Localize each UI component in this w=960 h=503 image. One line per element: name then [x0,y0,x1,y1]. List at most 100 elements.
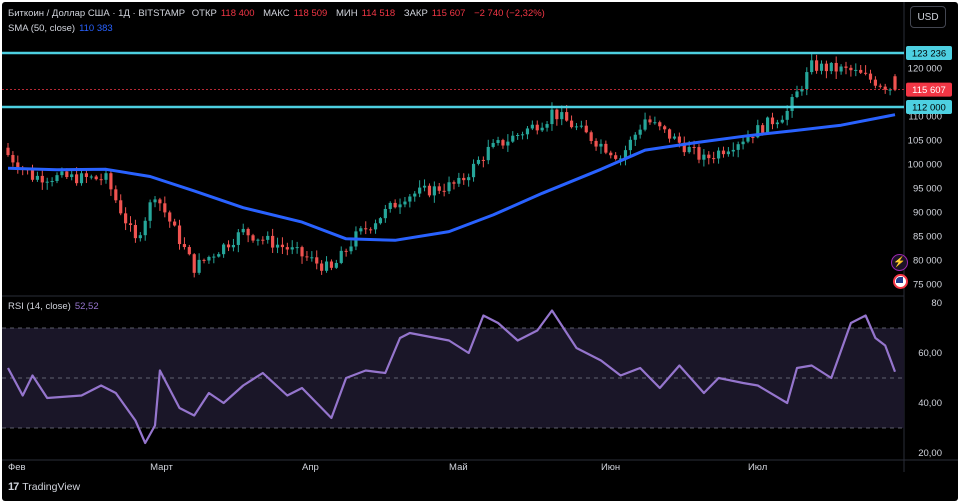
us-flag-icon[interactable] [893,274,908,289]
candle-body [501,140,505,146]
candle-body [530,124,534,129]
close-value: 115 607 [431,8,466,19]
candle-body [192,254,196,273]
candle-body [795,91,799,98]
candle-body [300,247,304,257]
candle-body [251,235,255,241]
candle-body [506,141,510,146]
candle-body [109,173,113,190]
candle-body [226,244,231,248]
sma-value: 110 383 [79,23,113,34]
rsi-tick-label: 40,00 [918,398,942,409]
candle-body [84,173,89,177]
candle-body [702,154,706,160]
candle-body [844,66,848,68]
candle-body [45,181,49,183]
candle-body [770,117,775,125]
symbol-name: Биткоин / Доллар США · 1Д · BITSTAMP [8,8,186,19]
candle-body [427,185,432,196]
candle-body [628,139,632,151]
candle-body [173,221,177,226]
candle-body [70,174,74,178]
candle-body [212,256,216,258]
time-tick-label: Фев [8,462,26,473]
candle-body [672,136,677,139]
candle-body [712,158,716,160]
candle-body [35,175,39,180]
low-value: 114 518 [361,8,396,19]
candle-body [329,261,334,268]
candle-body [305,256,309,258]
sma-line [7,113,896,242]
candle-body [599,143,603,147]
candle-body [373,223,378,230]
candle-body [663,126,667,130]
candle-body [197,259,201,273]
candle-body [594,140,598,147]
candle-body [50,181,54,183]
candle-body [339,250,343,263]
candle-body [560,112,564,120]
candle-body [202,259,206,261]
candle-body [94,176,98,180]
candle-body [177,225,182,245]
candle-body [163,203,167,213]
candle-body [182,244,187,248]
candle-body [471,163,476,178]
candle-body [310,257,314,259]
candle-body [834,62,838,72]
price-tick-label: 85 000 [913,231,942,242]
low-label: МИН [335,8,358,19]
candle-body [756,125,760,138]
level-tag-0 [906,46,952,61]
candle-body [261,239,265,241]
candle-body [574,126,579,128]
candle-body [864,72,868,74]
candle-body [839,66,843,72]
candle-body [888,89,892,91]
candle-body [604,143,608,153]
sma-legend[interactable]: SMA (50, close) 110 383 [8,23,113,34]
rsi-label: RSI (14, close) [8,301,71,312]
candle-body [525,128,530,135]
rsi-tick-label: 20,00 [918,448,942,459]
candle-body [65,171,69,178]
candle-body [496,140,500,143]
candle-body [30,170,35,180]
candle-body [692,147,696,149]
sma-label: SMA (50, close) [8,23,76,34]
candle-body [432,186,436,196]
candle-body [486,146,490,161]
candle-body [236,232,240,245]
candle-body [138,235,142,239]
bolt-icon[interactable]: ⚡ [891,254,908,271]
candle-body [187,247,191,255]
candle-body [623,150,628,159]
candle-body [359,228,363,232]
currency-button[interactable]: USD [910,6,946,28]
candle-body [653,122,657,124]
time-tick-label: Июн [601,462,620,473]
candle-body [16,162,20,169]
candle-body [462,177,466,181]
candle-body [143,220,147,236]
last-price-tag [906,82,952,97]
tradingview-logo[interactable]: 17 TradingView [8,481,80,493]
candle-body [550,109,554,125]
rsi-legend[interactable]: RSI (14, close) 52,52 [8,301,99,312]
candle-body [55,175,59,182]
candle-body [168,212,172,222]
level-tag-label: 123 236 [912,49,946,60]
candle-body [790,97,794,111]
candle-body [677,136,681,143]
candle-body [6,147,10,156]
candle-body [805,72,809,90]
candle-body [271,235,275,248]
time-tick-label: Апр [302,462,319,473]
candle-body [516,134,520,136]
candle-body [565,112,569,121]
candle-body [707,154,711,159]
candle-body [638,129,642,135]
